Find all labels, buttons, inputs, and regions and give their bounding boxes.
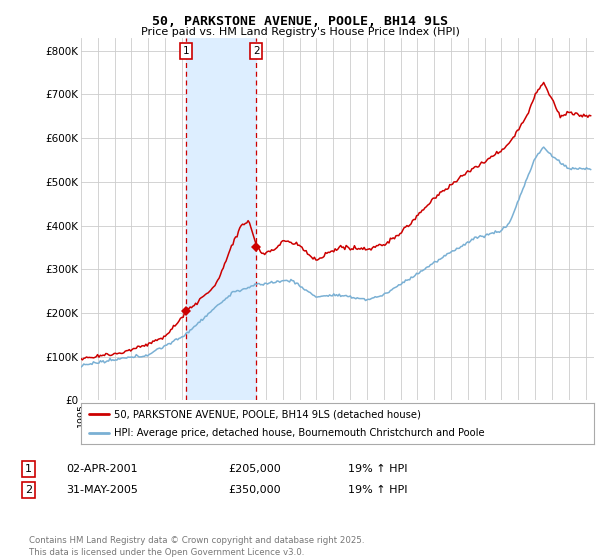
Text: 19% ↑ HPI: 19% ↑ HPI [348,485,407,495]
Text: 2: 2 [253,45,260,55]
Text: £350,000: £350,000 [228,485,281,495]
Bar [186,38,256,400]
Text: 1: 1 [183,45,190,55]
Text: Contains HM Land Registry data © Crown copyright and database right 2025.
This d: Contains HM Land Registry data © Crown c… [29,536,364,557]
Text: 50, PARKSTONE AVENUE, POOLE, BH14 9LS: 50, PARKSTONE AVENUE, POOLE, BH14 9LS [152,15,448,27]
Text: 19% ↑ HPI: 19% ↑ HPI [348,464,407,474]
Text: Price paid vs. HM Land Registry's House Price Index (HPI): Price paid vs. HM Land Registry's House … [140,27,460,37]
Text: 02-APR-2001: 02-APR-2001 [66,464,137,474]
Text: 2: 2 [25,485,32,495]
Text: 31-MAY-2005: 31-MAY-2005 [66,485,138,495]
Text: 1: 1 [25,464,32,474]
Text: £205,000: £205,000 [228,464,281,474]
Text: HPI: Average price, detached house, Bournemouth Christchurch and Poole: HPI: Average price, detached house, Bour… [115,428,485,437]
Text: 50, PARKSTONE AVENUE, POOLE, BH14 9LS (detached house): 50, PARKSTONE AVENUE, POOLE, BH14 9LS (d… [115,409,421,419]
